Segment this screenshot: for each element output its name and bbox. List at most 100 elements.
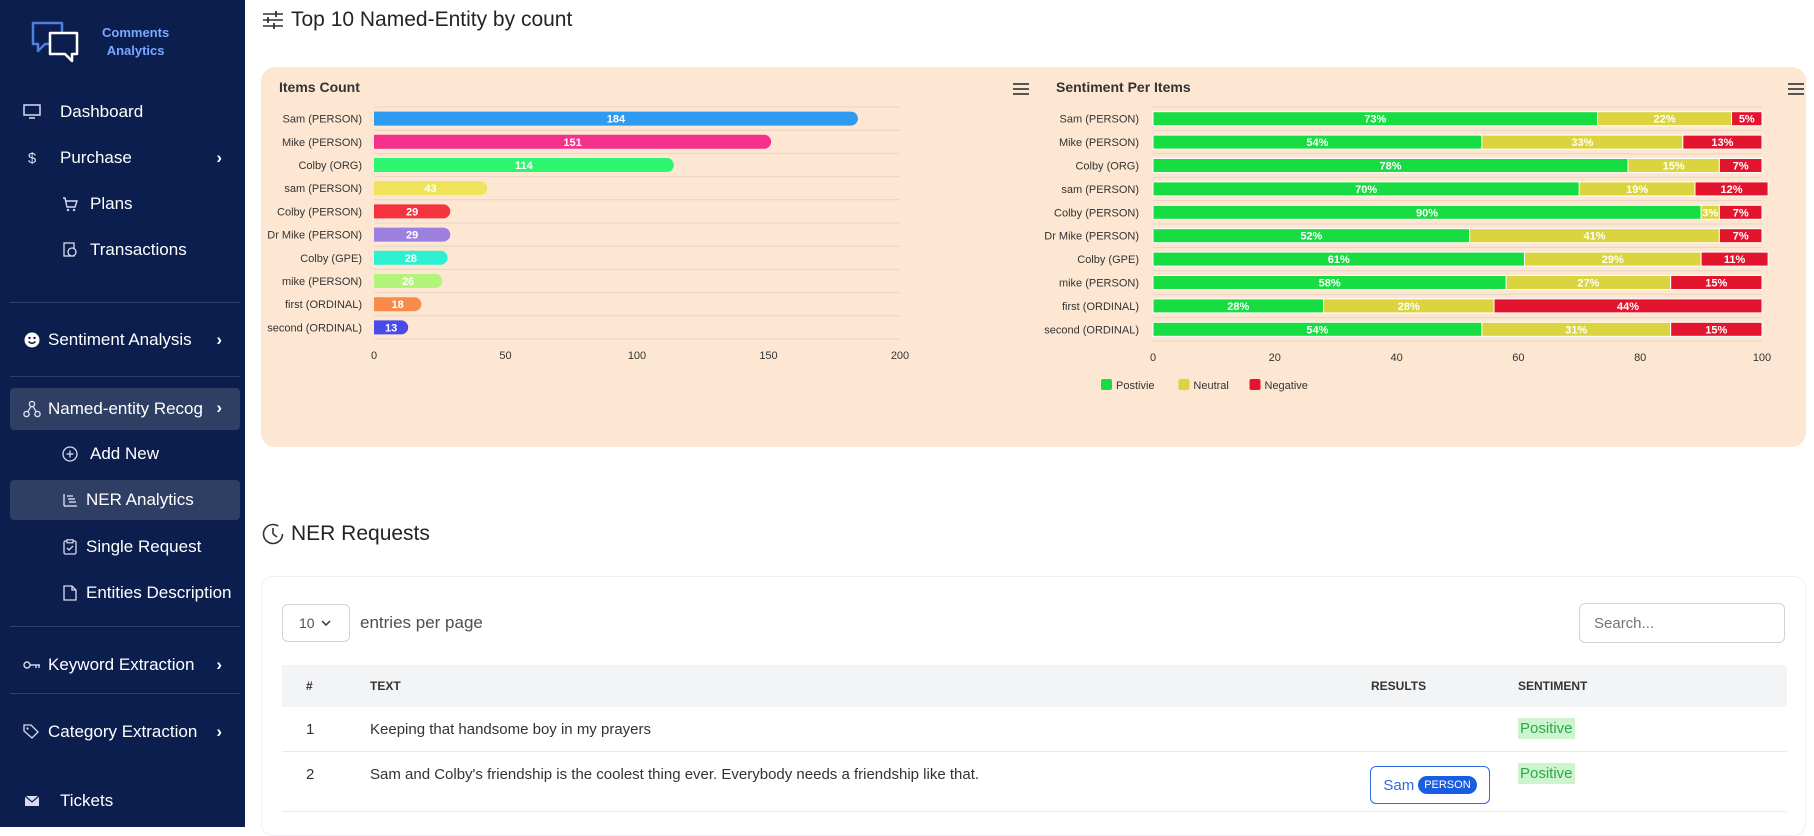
sidebar-item-dashboard[interactable]: Dashboard (10, 92, 240, 132)
bar-base (374, 111, 382, 126)
section-title-ner-requests: NER Requests (261, 522, 430, 546)
sentiment-per-items-chart: 0 20 40 60 80 100 Sam (PERSON) 73% 22% 5% Mike (PE… (1044, 106, 1771, 392)
brand-line-1: Comments (102, 25, 170, 40)
category-label: second (ORDINAL) (267, 322, 362, 334)
category-label: Colby (PERSON) (277, 206, 362, 218)
data-label: 12% (1721, 184, 1743, 196)
sidebar-item-entities-description[interactable]: Entities Description (10, 573, 240, 613)
sidebar-item-named-entity-recog[interactable]: Named-entity Recog › (10, 388, 240, 430)
section-title-text: Top 10 Named-Entity by count (291, 8, 573, 31)
data-label: 13 (385, 322, 397, 334)
category-label: Mike (PERSON) (282, 137, 362, 149)
row-text: Sam and Colby's friendship is the cooles… (370, 766, 980, 783)
row-sentiment: Positive (1518, 763, 1575, 784)
stacked-bar-segment (1493, 298, 1763, 314)
sidebar: Comments Analytics Dashboard $ Purchase … (0, 0, 245, 827)
section-title-text: NER Requests (291, 522, 430, 545)
clipboard-icon (60, 537, 80, 557)
header-sentiment[interactable]: SENTIMENT (1518, 679, 1588, 693)
dollar-icon: $ (27, 149, 37, 167)
table-row: 1 Keeping that handsome boy in my prayer… (282, 707, 1787, 752)
header-num[interactable]: # (306, 679, 313, 693)
entity-result-button[interactable]: Sam PERSON (1370, 766, 1490, 804)
header-text[interactable]: TEXT (370, 679, 401, 693)
category-label: mike (PERSON) (1059, 278, 1139, 290)
x-tick-label: 0 (371, 350, 377, 362)
sidebar-item-add-new[interactable]: Add New (10, 434, 240, 474)
charts-panel: Items Count Sentiment Per Items 0 50 100 15… (261, 67, 1806, 447)
chart-menu-icon[interactable] (1788, 83, 1804, 95)
category-label: second (ORDINAL) (1044, 324, 1139, 336)
smile-icon (22, 330, 42, 350)
x-tick-label: 50 (499, 350, 511, 362)
sidebar-item-category-extraction[interactable]: Category Extraction › (10, 712, 240, 752)
search-input[interactable] (1579, 603, 1785, 643)
data-label: 61% (1328, 254, 1350, 266)
section-title-top-entities: Top 10 Named-Entity by count (261, 8, 572, 32)
bar-base (374, 297, 382, 312)
chevron-right-icon: › (216, 398, 222, 417)
sidebar-item-keyword-extraction[interactable]: Keyword Extraction › (10, 645, 240, 685)
data-label: 52% (1300, 231, 1322, 243)
row-num: 1 (306, 721, 315, 738)
brand-name: Comments Analytics (102, 24, 169, 60)
tags-icon (22, 722, 42, 742)
stacked-bar-segment (1670, 275, 1763, 290)
category-label: Colby (PERSON) (1054, 207, 1139, 219)
sidebar-item-label: Category Extraction (48, 722, 198, 741)
divider (10, 302, 240, 303)
bar (374, 158, 674, 172)
bar-base (374, 250, 382, 265)
entity-result-text: Sam (1383, 776, 1415, 794)
chevron-right-icon: › (216, 655, 222, 674)
sidebar-item-single-request[interactable]: Single Request (10, 527, 240, 567)
receipt-icon (60, 240, 80, 260)
cart-icon (60, 194, 80, 214)
x-tick-label: 150 (759, 350, 777, 362)
sidebar-item-purchase[interactable]: $ Purchase › (10, 138, 240, 178)
bar-base (374, 320, 382, 335)
bar-base (374, 274, 382, 288)
list-tree-icon (60, 490, 80, 510)
items-count-chart: 0 50 100 150 200 Sam (PERSON) 184 Mike (PERSON)… (267, 106, 909, 362)
category-label: Colby (ORG) (298, 160, 362, 172)
bar-base (374, 204, 382, 219)
header-results[interactable]: RESULTS (1371, 679, 1427, 693)
chart-menu-icon[interactable] (1013, 83, 1029, 95)
key-icon (22, 655, 42, 675)
sidebar-item-sentiment-analysis[interactable]: Sentiment Analysis › (10, 320, 240, 360)
data-label: 151 (563, 137, 581, 149)
data-label: 15% (1705, 278, 1727, 290)
bar (374, 227, 451, 242)
sidebar-item-transactions[interactable]: Transactions (10, 230, 240, 270)
sidebar-item-ner-analytics[interactable]: NER Analytics (10, 480, 240, 520)
x-tick-label: 200 (891, 350, 909, 362)
bar-base (374, 134, 382, 149)
divider (10, 693, 240, 694)
sidebar-item-tickets[interactable]: Tickets (10, 781, 240, 821)
brand[interactable]: Comments Analytics (30, 20, 169, 64)
table-row: 2 Sam and Colby's friendship is the cool… (282, 752, 1787, 812)
stacked-bar-segment (1718, 228, 1763, 244)
clock-icon (261, 522, 285, 546)
legend-label: Negative (1265, 380, 1308, 392)
x-tick-label: 40 (1390, 352, 1402, 364)
sidebar-item-plans[interactable]: Plans (10, 184, 240, 224)
ner-requests-table-card: 10 entries per page # TEXT RESULTS SENTI… (261, 576, 1806, 836)
category-label: Mike (PERSON) (1059, 137, 1139, 149)
data-label: 90% (1416, 207, 1438, 219)
data-label: 28% (1227, 301, 1249, 313)
data-label: 29 (406, 206, 418, 218)
data-label: 13% (1711, 137, 1733, 149)
envelope-icon (22, 791, 42, 811)
sidebar-item-label: Plans (90, 194, 133, 213)
data-label: 70% (1355, 184, 1377, 196)
entries-per-page-select[interactable]: 10 (282, 604, 350, 642)
data-label: 19% (1626, 184, 1648, 196)
chevron-right-icon: › (216, 148, 222, 167)
data-label: 26 (402, 276, 414, 288)
category-label: first (ORDINAL) (285, 299, 362, 311)
network-icon (22, 399, 42, 419)
sidebar-item-label: Named-entity Recog (48, 399, 203, 418)
data-label: 43 (424, 183, 436, 195)
